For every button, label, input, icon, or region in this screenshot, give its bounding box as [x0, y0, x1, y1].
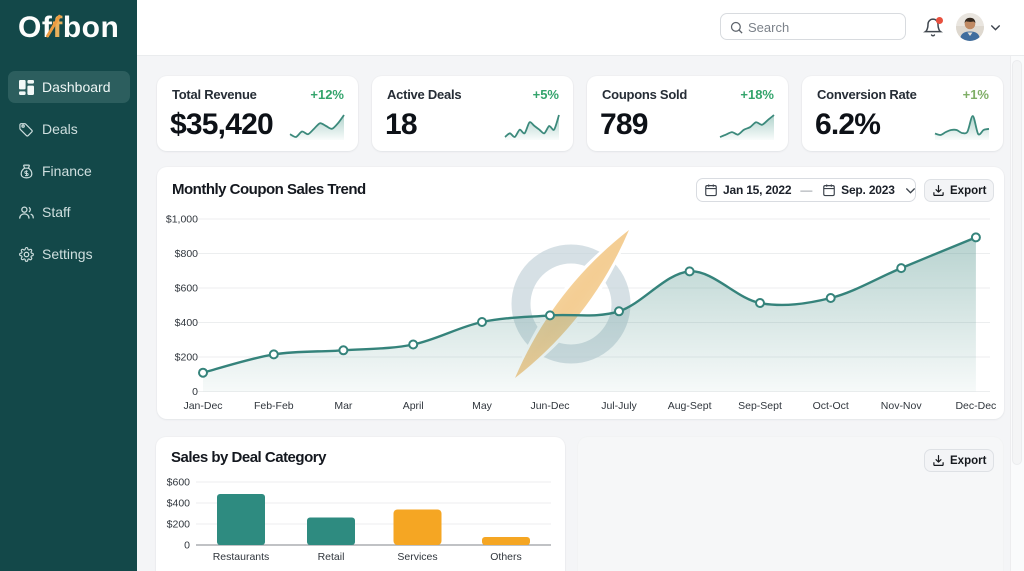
svg-text:Sep-Sept: Sep-Sept [738, 400, 782, 412]
svg-text:Oct-Oct: Oct-Oct [813, 400, 849, 412]
svg-text:$200: $200 [167, 519, 191, 531]
svg-text:Dec-Dec: Dec-Dec [955, 400, 996, 412]
svg-text:Jul-July: Jul-July [601, 400, 637, 412]
svg-text:April: April [403, 400, 424, 412]
svg-text:0: 0 [184, 540, 190, 552]
svg-text:Feb-Feb: Feb-Feb [254, 400, 294, 412]
svg-text:$200: $200 [175, 352, 199, 364]
svg-text:$600: $600 [175, 283, 199, 295]
svg-text:Retail: Retail [318, 551, 345, 563]
svg-text:Jan-Dec: Jan-Dec [183, 400, 222, 412]
svg-text:$800: $800 [175, 248, 199, 260]
svg-text:$1,000: $1,000 [166, 214, 198, 226]
svg-text:May: May [472, 400, 493, 412]
svg-text:Mar: Mar [334, 400, 353, 412]
svg-text:Restaurants: Restaurants [213, 551, 270, 563]
svg-text:Nov-Nov: Nov-Nov [881, 400, 923, 412]
svg-text:$400: $400 [175, 317, 199, 329]
svg-text:Aug-Sept: Aug-Sept [668, 400, 712, 412]
svg-text:Services: Services [397, 551, 437, 563]
svg-text:$400: $400 [167, 498, 191, 510]
svg-text:0: 0 [192, 386, 198, 398]
svg-text:Others: Others [490, 551, 522, 563]
svg-text:Jun-Dec: Jun-Dec [530, 400, 569, 412]
svg-text:$600: $600 [167, 477, 191, 489]
